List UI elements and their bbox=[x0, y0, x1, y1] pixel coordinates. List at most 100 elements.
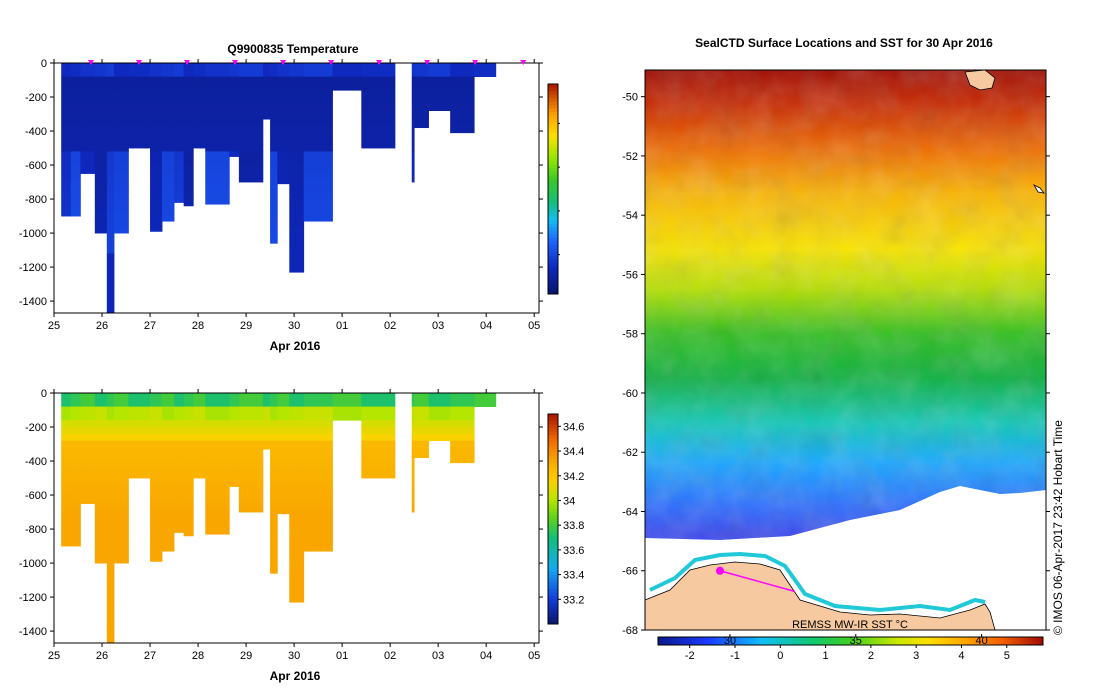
profile-cell bbox=[174, 185, 185, 193]
profile-cell bbox=[205, 117, 230, 125]
profile-cell bbox=[80, 461, 96, 469]
profile-cell bbox=[411, 501, 415, 510]
profile-cell bbox=[106, 307, 115, 314]
colorbar-frame bbox=[547, 413, 559, 625]
colorbar-segment bbox=[548, 620, 558, 625]
profile-cell bbox=[411, 90, 415, 98]
profile-cell bbox=[205, 440, 230, 448]
profile-cell bbox=[411, 454, 415, 462]
profile-cell bbox=[128, 427, 151, 435]
profile-cell bbox=[289, 447, 305, 455]
profile-cell bbox=[238, 508, 264, 513]
profile-column bbox=[80, 393, 96, 504]
profile-cell bbox=[61, 481, 72, 489]
profile-cell bbox=[270, 569, 278, 574]
colorbar-segment bbox=[548, 189, 558, 193]
profile-cell bbox=[106, 144, 115, 152]
profile-cell bbox=[238, 63, 264, 71]
y-tick-label: -1000 bbox=[19, 558, 47, 570]
profile-cell bbox=[94, 406, 108, 414]
y-tick-label: 0 bbox=[41, 58, 47, 70]
profile-cell bbox=[106, 597, 115, 605]
profile-cell bbox=[205, 447, 230, 455]
profile-cell bbox=[128, 69, 151, 78]
profile-cell bbox=[150, 144, 163, 152]
profile-cell bbox=[61, 76, 72, 84]
profile-cell bbox=[289, 110, 305, 118]
profile-cell bbox=[94, 413, 108, 421]
profile-cell bbox=[289, 495, 305, 503]
profile-cell bbox=[289, 267, 305, 273]
colorbar-segment bbox=[548, 140, 558, 144]
profile-cell bbox=[61, 131, 72, 139]
profile-cell bbox=[193, 137, 206, 146]
profile-cell bbox=[114, 535, 129, 544]
profile-cell bbox=[106, 124, 115, 132]
profile-cell bbox=[450, 413, 475, 421]
profile-cell bbox=[106, 522, 115, 530]
profile-column bbox=[174, 393, 185, 533]
x-tick-label: 04 bbox=[480, 320, 492, 332]
colorbar-segment bbox=[548, 512, 558, 516]
profile-cell bbox=[128, 393, 151, 401]
salinity-plot-area bbox=[61, 393, 497, 644]
profile-cell bbox=[277, 103, 290, 112]
profile-cell bbox=[128, 474, 151, 479]
profile-cell bbox=[106, 253, 115, 261]
profile-cell bbox=[450, 406, 475, 414]
profile-cell bbox=[106, 454, 115, 462]
profile-marker bbox=[328, 60, 335, 65]
profile-cell bbox=[411, 178, 415, 183]
profile-cell bbox=[270, 199, 278, 207]
profile-cell bbox=[174, 481, 185, 489]
profile-cell bbox=[174, 529, 185, 533]
profile-cell bbox=[411, 474, 415, 482]
profile-cell bbox=[414, 413, 429, 421]
profile-cell bbox=[262, 110, 271, 118]
profile-cell bbox=[411, 83, 415, 91]
profile-cell bbox=[270, 529, 278, 537]
profile-column bbox=[361, 63, 396, 149]
temperature-x-axis: 25 26 27 28 29 30 01 02 03 04 05 bbox=[48, 59, 540, 332]
profile-cell bbox=[289, 69, 305, 78]
profile-cell bbox=[70, 467, 81, 476]
profile-cell bbox=[61, 185, 72, 193]
colorbar-segment bbox=[548, 582, 558, 586]
x-tick-label: 25 bbox=[48, 650, 60, 662]
profile-cell bbox=[106, 569, 115, 578]
colorbar-segment bbox=[548, 505, 558, 509]
profile-cell bbox=[270, 76, 278, 84]
profile-cell bbox=[474, 63, 497, 71]
colorbar-segment bbox=[548, 438, 558, 443]
colorbar-segment bbox=[548, 87, 558, 92]
profile-cell bbox=[70, 522, 81, 530]
profile-cell bbox=[94, 97, 108, 105]
profile-cell bbox=[289, 461, 305, 469]
profile-cell bbox=[193, 454, 206, 462]
profile-cell bbox=[289, 508, 305, 516]
profile-cell bbox=[229, 454, 240, 462]
profile-cell bbox=[183, 501, 194, 510]
profile-cell bbox=[70, 433, 81, 442]
profile-marker bbox=[184, 60, 191, 65]
profile-cell bbox=[150, 399, 163, 408]
profile-column bbox=[229, 63, 240, 157]
profile-cell bbox=[61, 83, 72, 91]
profile-cell bbox=[414, 406, 429, 414]
profile-cell bbox=[205, 131, 230, 139]
profile-cell bbox=[70, 97, 81, 105]
profile-cell bbox=[303, 488, 333, 496]
profile-cell bbox=[414, 420, 429, 428]
profile-cell bbox=[289, 178, 305, 186]
profile-cell bbox=[94, 529, 108, 537]
profile-cell bbox=[183, 413, 194, 421]
profile-cell bbox=[270, 131, 278, 139]
profile-cell bbox=[162, 522, 175, 530]
profile-cell bbox=[150, 556, 163, 562]
profile-cell bbox=[262, 427, 271, 435]
profile-column bbox=[94, 393, 108, 564]
profile-cell bbox=[174, 467, 185, 476]
profile-cell bbox=[61, 529, 72, 537]
profile-cell bbox=[303, 393, 333, 401]
profile-cell bbox=[183, 165, 194, 173]
